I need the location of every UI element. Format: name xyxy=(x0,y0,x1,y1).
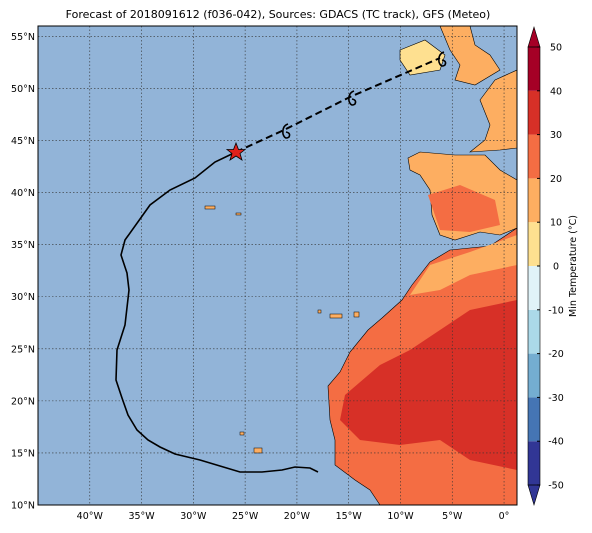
colorbar-segment xyxy=(528,397,540,442)
x-tick-label: 40°W xyxy=(77,511,104,522)
colorbar-segment xyxy=(528,353,540,398)
colorbar-tick-label: -30 xyxy=(548,393,564,404)
colorbar-extend-low xyxy=(527,484,541,507)
colorbar-segment xyxy=(528,266,540,310)
iberia-warm xyxy=(428,185,500,232)
x-tick-label: 20°W xyxy=(284,511,311,522)
colorbar-segment xyxy=(528,441,540,485)
frame xyxy=(37,25,518,506)
colorbar-tick-label: -50 xyxy=(548,481,564,492)
colorbar-segment xyxy=(528,134,540,179)
map-area xyxy=(38,26,517,505)
y-tick-label: 20°N xyxy=(11,396,35,407)
grid xyxy=(38,26,517,505)
storm-icons xyxy=(282,51,447,139)
colorbar-tick-label: 50 xyxy=(550,43,562,54)
y-tick-label: 45°N xyxy=(11,136,35,147)
colorbar-extend-high xyxy=(527,25,541,48)
france xyxy=(469,69,517,153)
colorbar-segment xyxy=(528,309,540,354)
y-tick-label: 50°N xyxy=(11,84,35,95)
y-tick-label: 25°N xyxy=(11,344,35,355)
colorbar-tick-label: 30 xyxy=(550,130,562,141)
y-tick-label: 10°N xyxy=(11,501,35,512)
y-tick-label: 55°N xyxy=(11,32,35,43)
colorbar-tick-label: 20 xyxy=(550,174,562,185)
colorbar-segment xyxy=(528,178,540,223)
colorbar-label: Min Temperature (°C) xyxy=(568,215,579,317)
track-forecast xyxy=(235,57,441,153)
colorbar-tick-label: -20 xyxy=(548,349,564,360)
x-tick-label: 10°W xyxy=(387,511,414,522)
x-tick-label: 0° xyxy=(499,511,510,522)
y-tick-label: 30°N xyxy=(11,292,35,303)
colorbar-segment xyxy=(528,47,540,91)
x-tick-label: 15°W xyxy=(336,511,363,522)
atlas-zone xyxy=(410,235,517,295)
colorbar-tick-label: -40 xyxy=(548,437,564,448)
current-position xyxy=(225,141,247,161)
x-tick-label: 25°W xyxy=(232,511,259,522)
x-tick-label: 5°W xyxy=(442,511,463,522)
y-tick-label: 40°N xyxy=(11,188,35,199)
britain xyxy=(439,26,501,86)
map-title: Forecast of 2018091612 (f036-042), Sourc… xyxy=(66,8,491,21)
x-tick-label: 35°W xyxy=(128,511,155,522)
x-tick-label: 30°W xyxy=(180,511,207,522)
colorbar-tick-label: 10 xyxy=(550,218,562,229)
colorbar-segment xyxy=(528,90,540,135)
colorbar-segment xyxy=(528,222,540,266)
y-tick-label: 35°N xyxy=(11,240,35,251)
islands xyxy=(204,205,360,454)
track-observed xyxy=(115,151,319,473)
ireland xyxy=(399,39,446,76)
y-tick-label: 15°N xyxy=(11,448,35,459)
colorbar-tick-label: -10 xyxy=(548,305,564,316)
sahara-hot xyxy=(340,300,517,470)
colorbar-tick-label: 0 xyxy=(553,262,559,273)
colorbar-tick-label: 40 xyxy=(550,86,562,97)
